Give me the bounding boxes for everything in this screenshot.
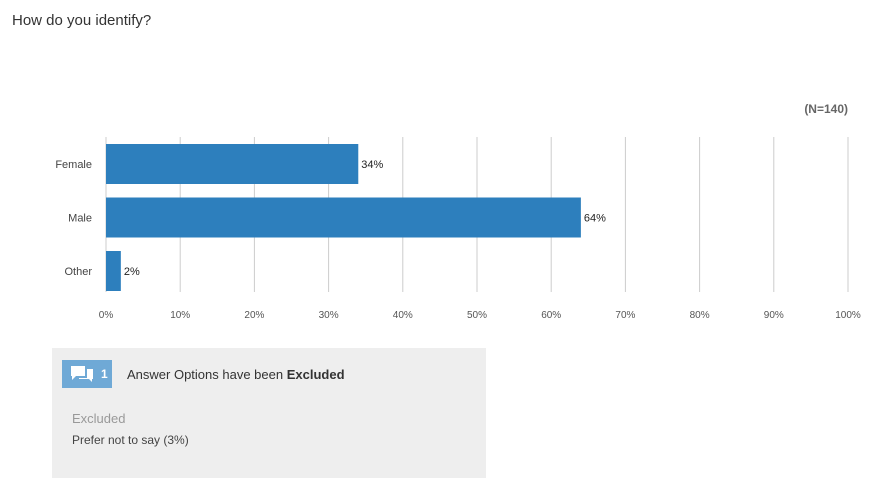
excluded-count-badge[interactable]: 1 xyxy=(62,360,112,388)
bar-chart: 0% 10% 20% 30% 40% 50% 60% 70% 80% 90% 100% Female 3… xyxy=(55,137,861,321)
x-tick-label: 70% xyxy=(615,310,635,321)
sample-size-label: (N=140) xyxy=(804,102,848,116)
excluded-message-bold: Excluded xyxy=(286,367,345,382)
x-tick-label: 100% xyxy=(835,310,861,321)
data-label: 64% xyxy=(584,213,606,225)
x-tick-label: 80% xyxy=(690,310,710,321)
data-label: 34% xyxy=(361,159,383,171)
data-label: 2% xyxy=(124,266,140,278)
x-tick-label: 20% xyxy=(244,310,264,321)
excluded-item: Prefer not to say (3%) xyxy=(72,433,189,447)
excluded-heading: Excluded xyxy=(72,411,126,426)
bar xyxy=(106,144,359,184)
excluded-message: Answer Options have been Excluded xyxy=(127,367,345,382)
excluded-options-panel: 1 Answer Options have been Excluded Excl… xyxy=(52,348,486,478)
question-title: How do you identify? xyxy=(12,12,152,29)
x-tick-label: 60% xyxy=(541,310,561,321)
bar xyxy=(106,251,121,291)
chat-bubbles-icon xyxy=(71,366,93,382)
excluded-message-text: Answer Options have been xyxy=(127,367,284,382)
x-tick-label: 10% xyxy=(170,310,190,321)
x-tick-label: 0% xyxy=(99,310,114,321)
bar xyxy=(106,197,581,238)
excluded-count: 1 xyxy=(101,367,108,381)
category-label: Other xyxy=(64,266,92,278)
x-tick-label: 40% xyxy=(393,310,413,321)
x-tick-label: 90% xyxy=(764,310,784,321)
category-label: Male xyxy=(68,213,92,225)
category-label: Female xyxy=(55,159,92,171)
x-tick-label: 50% xyxy=(467,310,487,321)
x-tick-label: 30% xyxy=(319,310,339,321)
